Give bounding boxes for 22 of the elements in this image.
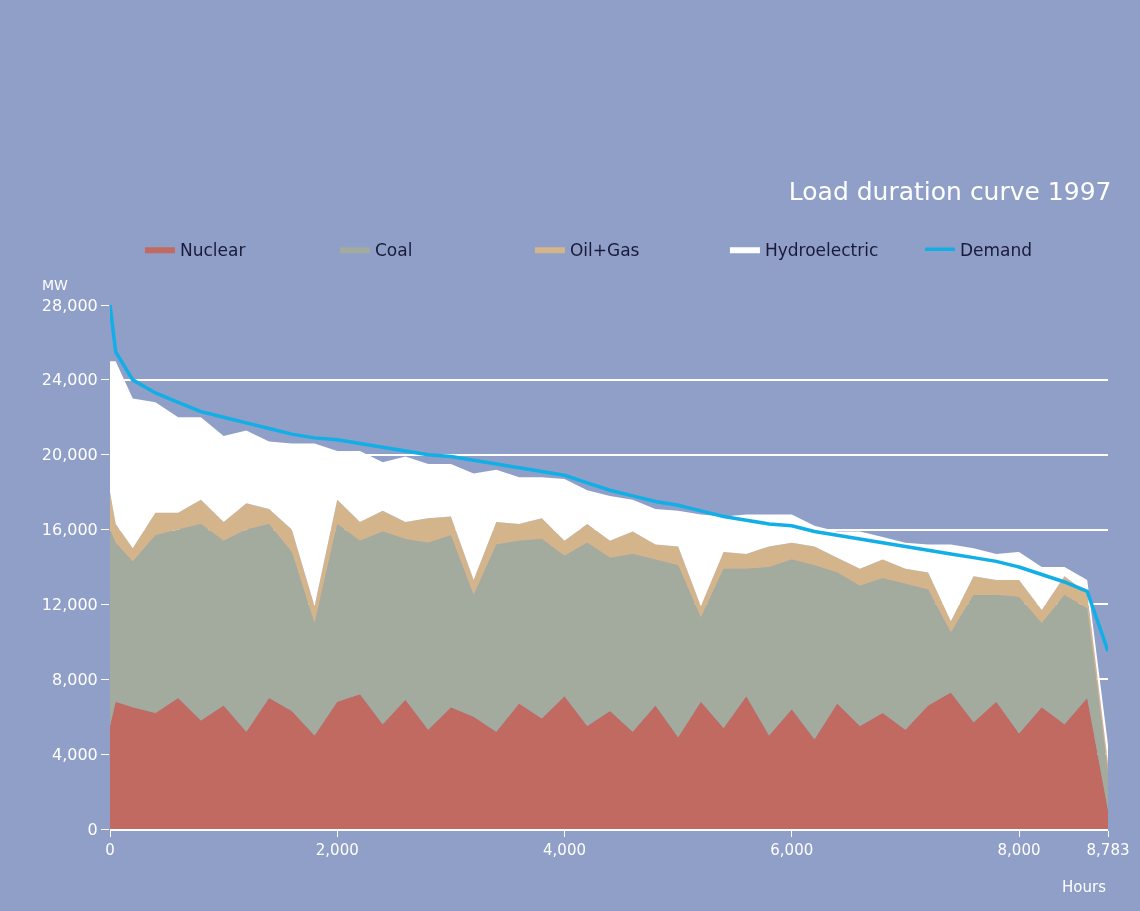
x-tick-label: 6,000 [770,841,814,859]
y-tick-label: 12,000 [41,595,98,615]
y-tick-label: 16,000 [41,520,98,540]
y-axis-title: MW [42,277,69,293]
y-tick-label: 24,000 [41,370,98,390]
x-axis-title: Hours [1062,878,1107,896]
legend-label: Coal [374,239,413,260]
legend-label: Hydroelectric [764,239,879,260]
legend-label: Nuclear [179,239,246,260]
chart-title: Load duration curve 1997 [788,177,1112,207]
y-tick-label: 20,000 [41,445,98,465]
x-tick-label: 8,000 [997,841,1041,859]
y-tick-label: 28,000 [41,295,98,315]
x-tick-label: 0 [105,841,115,859]
y-tick-label: 0 [87,819,98,839]
y-tick-label: 8,000 [51,669,98,689]
legend-label: Oil+Gas [569,239,640,260]
x-tick-label: 4,000 [543,841,586,859]
y-tick-label: 4,000 [51,744,98,764]
x-tick-label: 2,000 [315,841,359,859]
legend-label: Demand [959,239,1033,260]
x-tick-label: 8,783 [1086,841,1130,859]
